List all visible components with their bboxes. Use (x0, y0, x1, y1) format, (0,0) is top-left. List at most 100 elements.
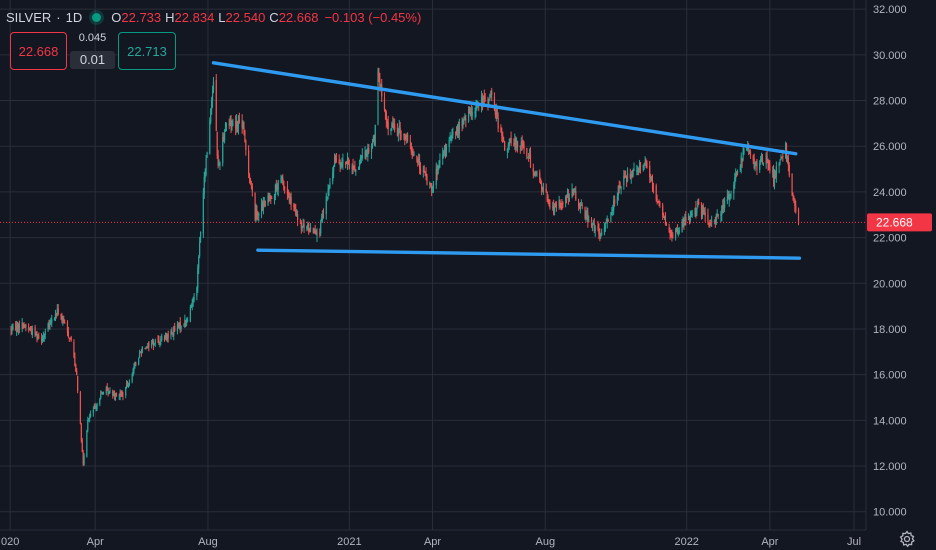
candle-body (584, 207, 586, 218)
symbol-name[interactable]: SILVER (6, 9, 52, 25)
candle-body (328, 187, 330, 191)
candle-body (545, 188, 547, 193)
candle-body (12, 324, 14, 330)
candle-body (17, 323, 20, 331)
candle-body (193, 297, 195, 300)
candle-body (562, 203, 564, 205)
gear-icon[interactable] (898, 530, 916, 548)
candle-body (430, 182, 432, 186)
candle-body (578, 205, 581, 209)
candle-body (631, 173, 633, 177)
candle-body (675, 228, 678, 231)
candle-body (741, 158, 743, 162)
candle-body (197, 267, 199, 289)
quantity-value[interactable]: 0.01 (70, 51, 115, 69)
candle-body (236, 120, 238, 130)
candle-body (527, 157, 529, 159)
high-value: 22.834 (174, 9, 215, 25)
candle-body (93, 405, 95, 409)
candle-body (713, 221, 716, 223)
candle-body (114, 393, 116, 397)
candle-body (567, 194, 569, 201)
candle-body (773, 174, 776, 186)
candle-body (651, 180, 654, 189)
candle-body (533, 172, 535, 176)
candle-body (342, 159, 344, 164)
candle-body (765, 153, 767, 164)
candle-body (215, 79, 217, 131)
candle-body (309, 229, 311, 231)
candle-body (412, 151, 414, 156)
close-label: C (269, 9, 279, 25)
candle-body (333, 156, 336, 167)
candle-body (585, 215, 587, 217)
candle-body (554, 203, 557, 205)
time-axis[interactable]: 020 Apr Aug 2021 Apr Aug 2022 Apr Jul (0, 529, 866, 548)
candle-body (541, 188, 544, 189)
candle-body (606, 220, 608, 224)
candle-body (36, 332, 38, 339)
candle-body (528, 155, 530, 157)
candle-body (66, 322, 69, 333)
candle-body (125, 387, 127, 396)
candle-body (86, 430, 88, 457)
candle-body (260, 203, 263, 213)
candle-body (101, 393, 103, 395)
price-tick-label: 14.000 (873, 415, 907, 427)
candle-body (735, 173, 737, 179)
candle-body (60, 314, 62, 316)
candle-body (329, 182, 331, 188)
candle-body (42, 335, 45, 340)
candle-body (426, 176, 428, 185)
candle-body (198, 257, 200, 269)
candle-body (361, 155, 363, 158)
candle-body (462, 118, 464, 126)
candle-body (431, 188, 434, 190)
candle-body (780, 156, 782, 161)
price-axis[interactable]: 32.000 30.000 28.000 26.000 24.000 22.000 20.0… (865, 0, 907, 530)
candle-body (173, 327, 175, 336)
candle-body (284, 186, 286, 189)
candle-body (480, 95, 483, 106)
candle-body (302, 222, 304, 225)
candle-body (245, 140, 247, 150)
candle-body (256, 210, 258, 215)
candle-body (657, 201, 659, 203)
candle-body (258, 213, 260, 216)
interval-label[interactable]: 1D (65, 9, 83, 25)
candle-body (51, 319, 53, 323)
candle-body (275, 185, 277, 189)
candle-body (333, 165, 335, 172)
candle-body (295, 209, 297, 215)
candle-body (672, 235, 674, 238)
candle-body (494, 111, 496, 115)
candle-body (739, 166, 741, 171)
candle-body (565, 197, 568, 198)
high-label: H (165, 9, 175, 25)
candle-body (487, 98, 489, 104)
candle-body (148, 342, 150, 347)
candle-body (534, 171, 536, 177)
trendline-lower[interactable] (256, 248, 802, 260)
candle-body (219, 162, 221, 165)
candle-body (290, 197, 292, 204)
candle-body (461, 121, 463, 126)
buy-button[interactable]: 22.713 (118, 32, 176, 70)
candle-body (445, 145, 448, 157)
candle-body (403, 133, 405, 136)
candle-body (180, 325, 182, 329)
trendline-upper[interactable] (211, 61, 798, 156)
sell-button[interactable]: 22.668 (10, 32, 67, 70)
candle-body (255, 209, 257, 221)
candle-body (211, 91, 214, 101)
candle-body (503, 140, 505, 142)
candle-body (54, 313, 57, 320)
candle-body (600, 235, 602, 237)
candle-body (696, 208, 698, 214)
candle-body (364, 152, 366, 156)
candle-body (131, 374, 133, 382)
candle-body (347, 161, 350, 164)
close-value: 22.668 (278, 9, 319, 25)
market-status-icon[interactable] (92, 12, 102, 22)
